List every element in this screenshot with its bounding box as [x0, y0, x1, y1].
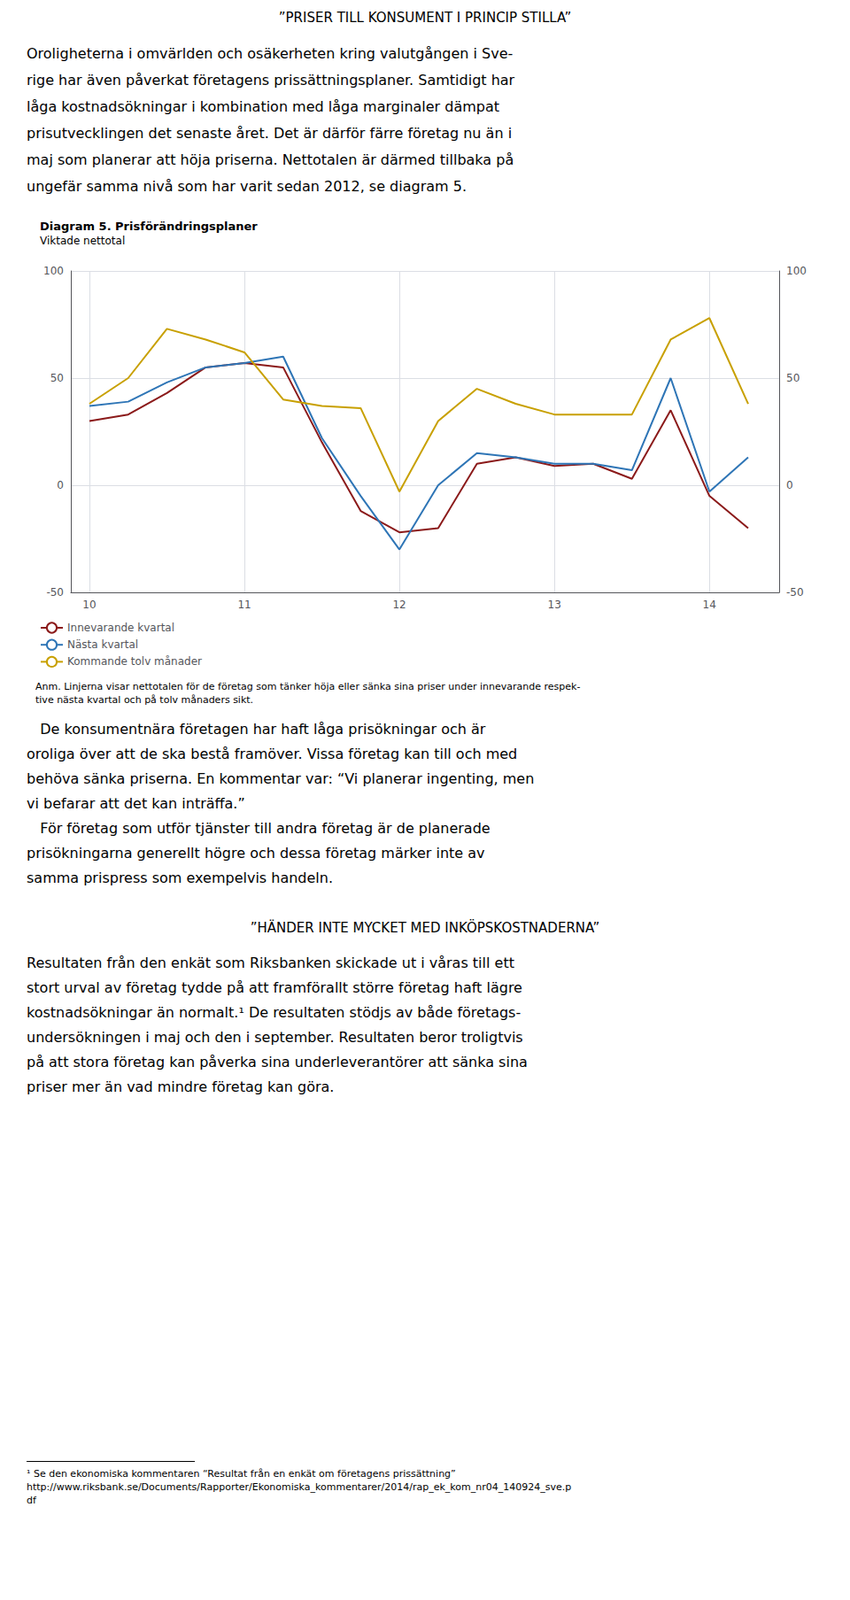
svg-text:-50: -50: [786, 586, 804, 599]
html-text:priser mer än vad mindre föret: priser mer än vad mindre företag kan gör…: [26, 1078, 335, 1096]
svg-text:50: 50: [786, 371, 800, 385]
svg-text:14: 14: [703, 598, 717, 611]
html-text:De konsumentnära företagen har: De konsumentnära företagen har haft låga…: [26, 720, 486, 738]
svg-text:100: 100: [786, 264, 807, 278]
html-text:”HÄNDER INTE MYCKET MED INKÖPS: ”HÄNDER INTE MYCKET MED INKÖPSKOSTNADERN…: [250, 919, 600, 936]
html-text:”PRISER TILL KONSUMENT I PRINC: ”PRISER TILL KONSUMENT I PRINCIP STILLA”: [278, 9, 572, 26]
html-text:prisutvecklingen det senaste å: prisutvecklingen det senaste året. Det ä…: [26, 124, 512, 142]
svg-text:tive nästa kvartal och på tolv: tive nästa kvartal och på tolv månaders …: [35, 694, 254, 706]
svg-text:Innevarande kvartal: Innevarande kvartal: [67, 621, 175, 634]
svg-text:13: 13: [548, 598, 562, 611]
html-text:vi befarar att det kan inträff: vi befarar att det kan inträffa.”: [26, 795, 246, 812]
html-text:kostnadsökningar än normalt.¹: kostnadsökningar än normalt.¹ De resulta…: [26, 1004, 521, 1021]
html-text:rige har även påverkat företag: rige har även påverkat företagens prissä…: [26, 71, 515, 89]
html-text:maj som planerar att höja pris: maj som planerar att höja priserna. Nett…: [26, 151, 514, 169]
svg-text:12: 12: [392, 598, 406, 611]
html-text:Oroligheterna i omvärlden och: Oroligheterna i omvärlden och osäkerhete…: [26, 45, 513, 62]
html-text:ungefär samma nivå som har var: ungefär samma nivå som har varit sedan 2…: [26, 177, 467, 195]
html-text:stort urval av företag tydde p: stort urval av företag tydde på att fram…: [26, 979, 523, 997]
svg-text:Nästa kvartal: Nästa kvartal: [67, 638, 139, 651]
html-text:http://www.riksbank.se/Documen: http://www.riksbank.se/Documents/Rapport…: [26, 1481, 572, 1493]
html-text:samma prispress som exempelvis: samma prispress som exempelvis handeln.: [26, 869, 333, 887]
svg-text:100: 100: [43, 264, 64, 278]
svg-text:11: 11: [237, 598, 251, 611]
svg-text:Kommande tolv månader: Kommande tolv månader: [67, 655, 202, 668]
html-text:låga kostnadsökningar i kombin: låga kostnadsökningar i kombination med …: [26, 98, 500, 116]
svg-text:0: 0: [786, 479, 794, 492]
html-text:För företag som utför tjänster: För företag som utför tjänster till andr…: [26, 819, 491, 837]
html-text:oroliga över att de ska bestå: oroliga över att de ska bestå framöver. …: [26, 745, 518, 763]
svg-text:Diagram 5. Prisförändringsplan: Diagram 5. Prisförändringsplaner: [39, 219, 258, 233]
svg-text:Anm. Linjerna visar nettotalen: Anm. Linjerna visar nettotalen för de fö…: [35, 680, 580, 693]
html-text:på att stora företag kan påver: på att stora företag kan påverka sina un…: [26, 1053, 528, 1071]
html-text:¹ Se den ekonomiska kommentare: ¹ Se den ekonomiska kommentaren “Resulta…: [26, 1468, 456, 1480]
svg-text:0: 0: [56, 479, 64, 492]
svg-text:50: 50: [50, 371, 64, 385]
svg-text:-50: -50: [46, 586, 64, 599]
html-text:Resultaten från den enkät som: Resultaten från den enkät som Riksbanken…: [26, 954, 515, 972]
html-text:behöva sänka priserna. En komm: behöva sänka priserna. En kommentar var:…: [26, 770, 535, 788]
svg-text:10: 10: [82, 598, 96, 611]
html-text:undersökningen i maj och den i: undersökningen i maj och den i september…: [26, 1028, 524, 1046]
html-text:prisökningarna generellt högre: prisökningarna generellt högre och dessa…: [26, 844, 485, 862]
svg-text:Viktade nettotal: Viktade nettotal: [39, 234, 125, 248]
html-text:df: df: [26, 1494, 37, 1507]
